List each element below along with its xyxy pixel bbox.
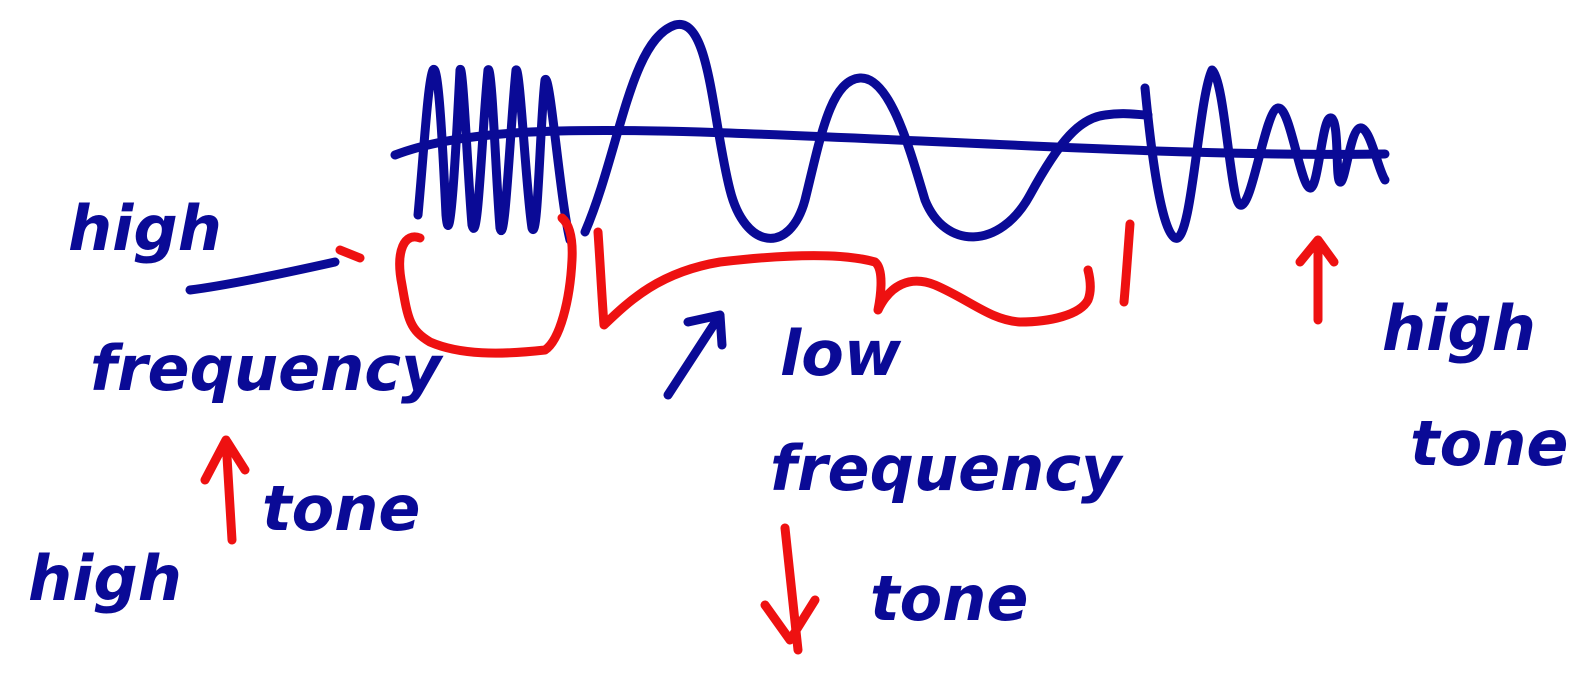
arrow-to-low-frequency [663, 310, 727, 400]
label-left-frequency: frequency [90, 332, 444, 405]
wave-low-frequency [580, 20, 1153, 243]
label-right-high: high [1382, 292, 1536, 365]
brace-low-frequency [593, 227, 1095, 330]
brace-high-frequency-left-tick [335, 245, 365, 263]
brace-high-frequency-left [395, 213, 577, 358]
arrow-down-center-icon [760, 523, 820, 655]
label-left-high: high [68, 192, 222, 265]
brace-low-frequency-tick-right [1119, 219, 1135, 307]
label-center-tone: tone [870, 562, 1028, 635]
label-right-tone: tone [1410, 407, 1568, 480]
label-left-bottom-high: high [28, 542, 182, 615]
wave-high-frequency-right [1140, 65, 1390, 243]
arrow-up-left-icon [200, 435, 250, 545]
label-center-frequency: frequency [770, 432, 1124, 505]
arrow-up-right-icon [1295, 235, 1339, 325]
pointer-high-frequency [185, 257, 340, 295]
label-left-bottom-tone: tone [262, 472, 420, 545]
label-center-low: low [780, 317, 902, 390]
wave-high-frequency-left [413, 64, 575, 245]
